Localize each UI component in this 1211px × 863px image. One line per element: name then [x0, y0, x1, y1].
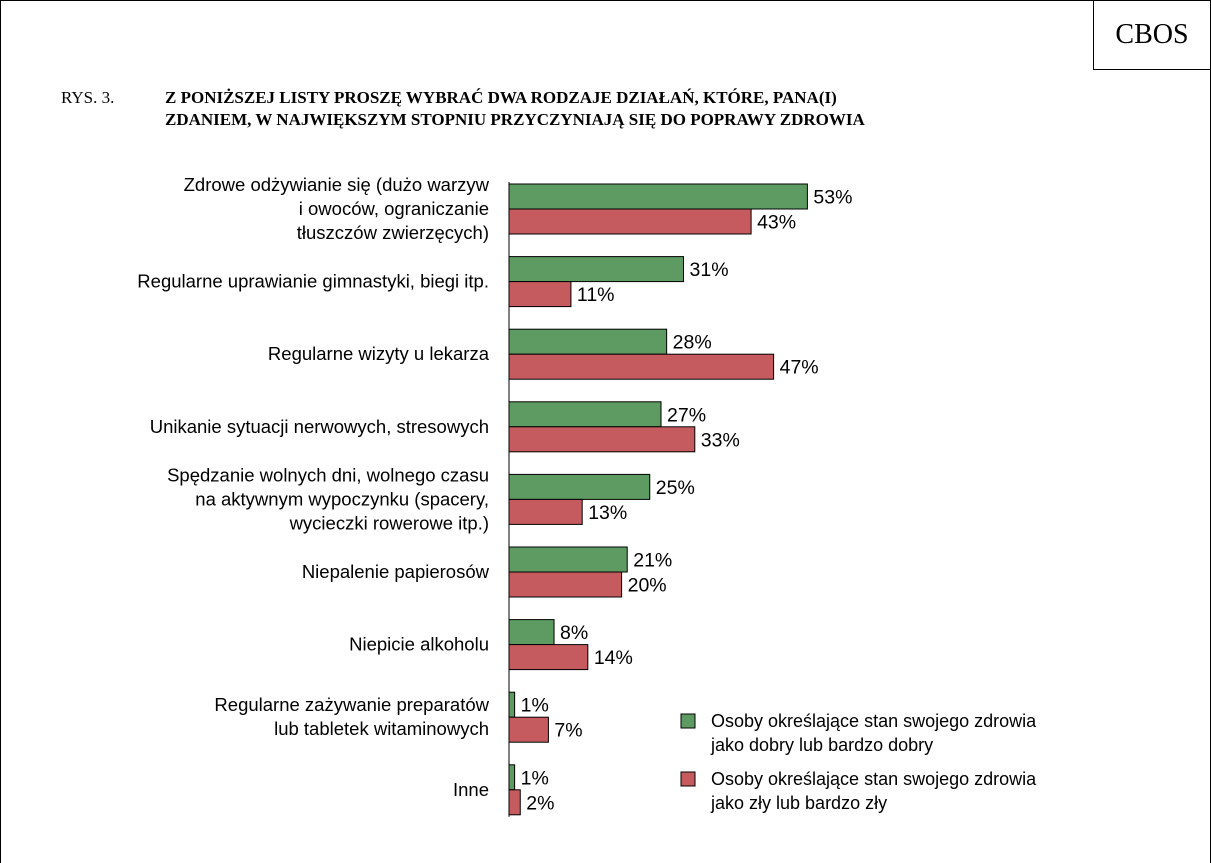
- category-label: Spędzanie wolnych dni, wolnego czasu na a…: [167, 464, 489, 533]
- bar-poor-health: [508, 571, 623, 598]
- bar-good-health: [508, 183, 808, 210]
- bar-good-health: [508, 256, 685, 283]
- legend-entry-line: Osoby określające stan swojego zdrowia: [711, 711, 1037, 731]
- figure-number: RYS. 3.: [61, 88, 115, 107]
- legend-entry: Osoby określające stan swojego zdrowia ja…: [710, 769, 1037, 813]
- bar-good-health: [508, 401, 662, 428]
- bar-poor-health: [508, 281, 572, 308]
- data-label: 1%: [521, 767, 549, 789]
- bar-group: Zdrowe odżywianie się (dużo warzyw i owoc…: [137, 174, 852, 817]
- bar-poor-health: [508, 426, 696, 453]
- data-label: 8%: [560, 622, 588, 644]
- bar-poor-health: [508, 789, 521, 816]
- data-label: 11%: [577, 284, 615, 306]
- bar-poor-health: [508, 498, 583, 525]
- category-label: Inne: [453, 779, 489, 800]
- data-label: 13%: [588, 502, 627, 524]
- category-label-line: Regularne wizyty u lekarza: [268, 343, 490, 364]
- category-label-line: Niepicie alkoholu: [349, 634, 489, 655]
- category-label: Regularne zażywanie preparatów lub tablet…: [214, 694, 489, 739]
- data-label: 33%: [701, 429, 740, 451]
- category-label-line: na aktywnym wypoczynku (spacery,: [195, 488, 489, 509]
- category-label-line: Niepalenie papierosów: [302, 561, 490, 582]
- bar-good-health: [508, 619, 555, 646]
- data-label: 27%: [667, 404, 706, 426]
- bar-poor-health: [508, 208, 752, 235]
- category-label-line: Inne: [453, 779, 489, 800]
- legend-swatch: [680, 771, 696, 787]
- category-label-line: Regularne uprawianie gimnastyki, biegi i…: [137, 271, 489, 292]
- category-label: Regularne wizyty u lekarza: [268, 343, 490, 364]
- category-label: Unikanie sytuacji nerwowych, stresowych: [150, 416, 489, 437]
- bar-good-health: [508, 328, 668, 355]
- data-label: 1%: [521, 695, 549, 717]
- data-label: 21%: [633, 550, 672, 572]
- legend-entry-line: jako dobry lub bardzo dobry: [710, 735, 933, 755]
- data-label: 25%: [656, 477, 695, 499]
- data-label: 28%: [673, 332, 712, 354]
- bar-good-health: [508, 546, 628, 573]
- category-label: Niepicie alkoholu: [349, 634, 489, 655]
- data-label: 31%: [690, 259, 729, 281]
- category-label: Regularne uprawianie gimnastyki, biegi i…: [137, 271, 489, 292]
- category-label-line: Regularne zażywanie preparatów: [214, 694, 489, 715]
- data-label: 47%: [780, 357, 819, 379]
- category-label: Niepalenie papierosów: [302, 561, 490, 582]
- data-label: 43%: [757, 212, 796, 234]
- bar-poor-health: [508, 353, 775, 380]
- data-label: 20%: [628, 575, 667, 597]
- brand-box: CBOS: [1093, 1, 1210, 70]
- bar-good-health: [508, 691, 516, 718]
- chart-title-line: ZDANIEM, W NAJWIĘKSZYM STOPNIU PRZYCZYNI…: [165, 110, 865, 129]
- category-label-line: tłuszczów zwierzęcych): [297, 222, 489, 243]
- category-label-line: Zdrowe odżywianie się (dużo warzyw: [184, 174, 490, 195]
- category-label: Zdrowe odżywianie się (dużo warzyw i owoc…: [184, 174, 490, 243]
- data-label: 7%: [554, 720, 582, 742]
- bar-good-health: [508, 473, 651, 500]
- legend: Osoby określające stan swojego zdrowia ja…: [680, 711, 1037, 813]
- data-label: 14%: [594, 647, 633, 669]
- legend-entry-line: jako zły lub bardzo zły: [710, 793, 887, 813]
- bar-poor-health: [508, 644, 589, 671]
- chart-title: Z PONIŻSZEJ LISTY PROSZĘ WYBRAĆ DWA RODZ…: [165, 87, 1165, 131]
- bar-good-health: [508, 764, 516, 791]
- category-label-line: Unikanie sytuacji nerwowych, stresowych: [150, 416, 489, 437]
- chart-title-line: Z PONIŻSZEJ LISTY PROSZĘ WYBRAĆ DWA RODZ…: [165, 88, 837, 107]
- legend-entry-line: Osoby określające stan swojego zdrowia: [711, 769, 1037, 789]
- category-label-line: lub tabletek witaminowych: [274, 718, 489, 739]
- data-label: 2%: [526, 792, 554, 814]
- category-label-line: wycieczki rowerowe itp.): [289, 512, 489, 533]
- legend-entry: Osoby określające stan swojego zdrowia ja…: [710, 711, 1037, 755]
- legend-swatch: [680, 713, 696, 729]
- category-label-line: i owoców, ograniczanie: [299, 198, 489, 219]
- category-label-line: Spędzanie wolnych dni, wolnego czasu: [167, 464, 489, 485]
- bar-poor-health: [508, 716, 549, 743]
- data-label: 53%: [813, 187, 852, 209]
